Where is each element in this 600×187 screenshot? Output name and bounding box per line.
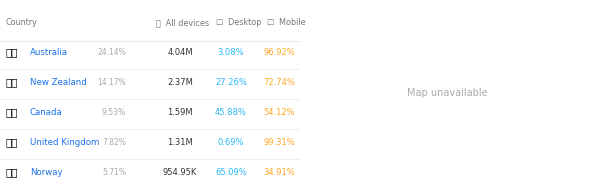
Text: 9.53%: 9.53%	[102, 108, 126, 117]
Text: 45.88%: 45.88%	[215, 108, 247, 117]
Text: 3.08%: 3.08%	[218, 48, 244, 57]
Text: United Kingdom: United Kingdom	[30, 138, 100, 147]
Text: Country: Country	[6, 18, 38, 27]
Text: 27.26%: 27.26%	[215, 78, 247, 87]
Text: 99.31%: 99.31%	[263, 138, 295, 147]
Text: ⌗  All devices: ⌗ All devices	[156, 18, 209, 27]
Text: 72.74%: 72.74%	[263, 78, 295, 87]
Text: 65.09%: 65.09%	[215, 168, 247, 177]
Text: 4.04M: 4.04M	[167, 48, 193, 57]
Text: 🇦🇺: 🇦🇺	[6, 47, 19, 57]
Text: 1.59M: 1.59M	[167, 108, 193, 117]
Text: ☐  Desktop: ☐ Desktop	[216, 18, 262, 27]
Text: 🇳🇿: 🇳🇿	[6, 77, 19, 87]
Text: 54.12%: 54.12%	[263, 108, 295, 117]
Text: 34.91%: 34.91%	[263, 168, 295, 177]
Text: 5.71%: 5.71%	[102, 168, 126, 177]
Text: 🇬🇧: 🇬🇧	[6, 137, 19, 147]
Text: Australia: Australia	[30, 48, 68, 57]
Text: 954.95K: 954.95K	[163, 168, 197, 177]
Text: 14.17%: 14.17%	[97, 78, 126, 87]
Text: Canada: Canada	[30, 108, 63, 117]
Text: ☐  Mobile: ☐ Mobile	[267, 18, 305, 27]
Text: New Zealand: New Zealand	[30, 78, 87, 87]
Text: 🇨🇦: 🇨🇦	[6, 107, 19, 117]
Text: 🇳🇴: 🇳🇴	[6, 167, 19, 177]
Text: 0.69%: 0.69%	[218, 138, 244, 147]
Text: 7.82%: 7.82%	[102, 138, 126, 147]
Text: 24.14%: 24.14%	[97, 48, 126, 57]
Text: 1.31M: 1.31M	[167, 138, 193, 147]
Text: 2.37M: 2.37M	[167, 78, 193, 87]
Text: Map unavailable: Map unavailable	[407, 88, 487, 99]
Text: Norway: Norway	[30, 168, 62, 177]
Text: 96.92%: 96.92%	[263, 48, 295, 57]
